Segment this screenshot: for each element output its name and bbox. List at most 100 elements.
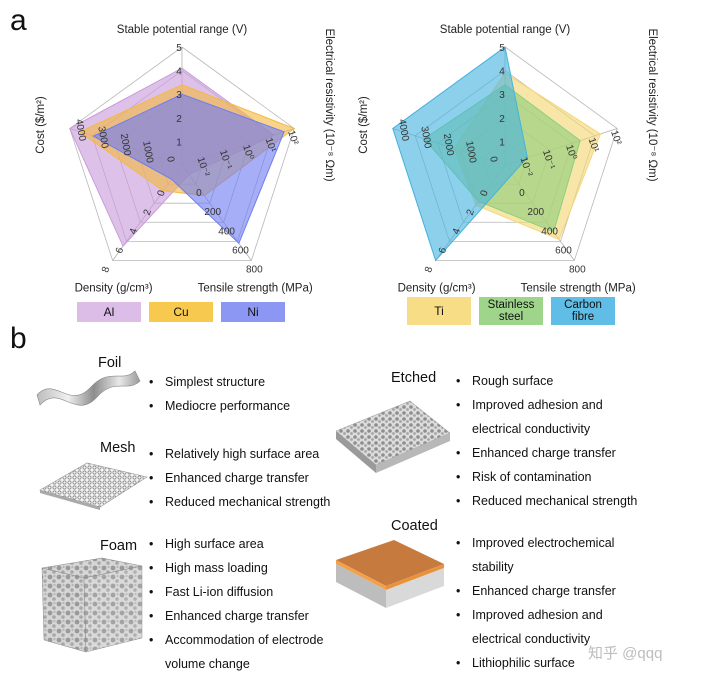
tick-label: 0 xyxy=(164,156,176,164)
tick-label: 600 xyxy=(555,245,572,256)
foil-points: • Simplest structure • Mediocre performanc… xyxy=(149,370,290,418)
axis-label: Tensile strength (MPa) xyxy=(198,282,313,294)
tick-label: 3 xyxy=(176,90,182,101)
list-item-continuation: electrical conductivity xyxy=(472,422,591,436)
legend-ti: Ti xyxy=(407,297,471,325)
list-item: • Simplest structure xyxy=(149,375,266,389)
list-item: • Risk of contamination xyxy=(456,470,592,484)
series-area-ni xyxy=(92,93,285,245)
mesh-points: • Relatively high surface area • Enhanced … xyxy=(149,442,330,514)
mesh-illustration xyxy=(39,462,148,510)
tick-label: 0 xyxy=(479,189,491,198)
etched-illustration xyxy=(335,400,451,473)
tick-label: 1000 xyxy=(140,140,155,164)
tick-label: 5 xyxy=(176,43,182,54)
tick-label: 800 xyxy=(246,264,263,275)
tick-label: 1 xyxy=(499,137,505,148)
tick-label: 200 xyxy=(204,207,221,218)
axis-label: Stable potential range (V) xyxy=(117,24,248,36)
legend-ni: Ni xyxy=(221,302,285,322)
tick-label: 2 xyxy=(499,114,505,125)
tick-label: 4 xyxy=(128,227,140,236)
tick-label: 1000 xyxy=(463,140,478,164)
list-item: • Mediocre performance xyxy=(149,399,291,413)
tick-label: 0 xyxy=(487,156,499,164)
list-item: • Fast Li-ion diffusion xyxy=(149,585,274,599)
legend-carbon-line2: fibre xyxy=(571,311,595,323)
tick-label: 10¹ xyxy=(263,136,278,154)
tick-label: 4 xyxy=(451,227,463,236)
foil-illustration xyxy=(36,370,141,406)
coated-points: • Improved electrochemical stability • Enh… xyxy=(456,531,616,675)
list-item: • Improved electrochemical xyxy=(456,536,615,550)
legend-cu: Cu xyxy=(149,302,213,322)
grid-ring xyxy=(69,46,295,261)
tick-label: 0 xyxy=(156,189,168,198)
tick-label: 400 xyxy=(218,226,235,237)
list-item: • Lithiophilic surface xyxy=(456,656,575,670)
axis-label: Density (g/cm³) xyxy=(398,282,476,294)
legend-carbon-fibre: Carbon fibre xyxy=(551,297,615,325)
tick-label: 800 xyxy=(569,264,586,275)
axis-label: Electrical resistivity (10⁻⁸ Ωm) xyxy=(646,28,658,181)
list-item: • Enhanced charge transfer xyxy=(149,471,309,485)
list-item: • Relatively high surface area xyxy=(149,447,320,461)
tick-label: 10¹ xyxy=(586,136,601,154)
tick-label: 10² xyxy=(285,129,300,147)
tick-label: 10² xyxy=(608,129,623,147)
tick-label: 10⁰ xyxy=(563,143,578,161)
tick-label: 2 xyxy=(176,114,182,125)
foil-label: Foil xyxy=(98,355,122,371)
legend-carbon-line1: Carbon xyxy=(564,299,602,311)
tick-label: 0 xyxy=(196,188,202,199)
foam-points: • High surface area • High mass loading • F… xyxy=(149,532,323,676)
list-item: • Reduced mechanical strength xyxy=(456,494,638,508)
legend-al: Al xyxy=(77,302,141,322)
list-item-continuation: volume change xyxy=(165,657,250,671)
list-item: • Enhanced charge transfer xyxy=(456,584,616,598)
tick-label: 3000 xyxy=(95,125,110,149)
tick-label: 2 xyxy=(142,208,154,217)
foam-label: Foam xyxy=(100,538,138,554)
tick-label: 5 xyxy=(499,43,505,54)
tick-label: 400 xyxy=(541,226,558,237)
legend-stainless-line1: Stainless xyxy=(487,299,535,311)
list-item: • Rough surface xyxy=(456,374,554,388)
tick-label: 6 xyxy=(437,246,449,255)
axis-label: Tensile strength (MPa) xyxy=(521,282,636,294)
etched-label: Etched xyxy=(391,370,437,386)
tick-label: 4 xyxy=(176,67,182,78)
list-item: • Improved adhesion and xyxy=(456,398,603,412)
etched-points: • Rough surface • Improved adhesion and el… xyxy=(456,369,637,513)
panel-a-letter: a xyxy=(10,4,27,37)
tick-label: 200 xyxy=(527,207,544,218)
tick-label: 8 xyxy=(423,265,435,274)
list-item: • Improved adhesion and xyxy=(456,608,603,622)
axis-label: Cost ($/m²) xyxy=(358,96,370,154)
watermark: 知乎 @qqq xyxy=(588,645,663,662)
axis-label: Cost ($/m²) xyxy=(35,96,47,154)
list-item-continuation: electrical conductivity xyxy=(472,632,591,646)
tick-label: 4000 xyxy=(396,118,411,142)
mesh-label: Mesh xyxy=(100,440,136,456)
list-item-continuation: stability xyxy=(472,560,514,574)
tick-label: 8 xyxy=(100,265,112,274)
foam-illustration xyxy=(41,557,143,653)
legend-stainless-steel: Stainless steel xyxy=(479,297,543,325)
tick-label: 0 xyxy=(519,188,525,199)
axis-label: Density (g/cm³) xyxy=(75,282,153,294)
panel-b-letter: b xyxy=(10,322,27,355)
tick-label: 1 xyxy=(176,137,182,148)
tick-label: 6 xyxy=(114,246,126,255)
tick-label: 3000 xyxy=(418,125,433,149)
tick-label: 4000 xyxy=(73,118,88,142)
list-item: • Reduced mechanical strength xyxy=(149,495,331,509)
list-item: • High surface area xyxy=(149,537,264,551)
list-item: • Accommodation of electrode xyxy=(149,633,324,647)
tick-label: 600 xyxy=(232,245,249,256)
tick-label: 2000 xyxy=(441,133,456,157)
series-area-carbon-fibre xyxy=(392,46,528,262)
axis-label: Electrical resistivity (10⁻⁸ Ωm) xyxy=(323,28,335,181)
